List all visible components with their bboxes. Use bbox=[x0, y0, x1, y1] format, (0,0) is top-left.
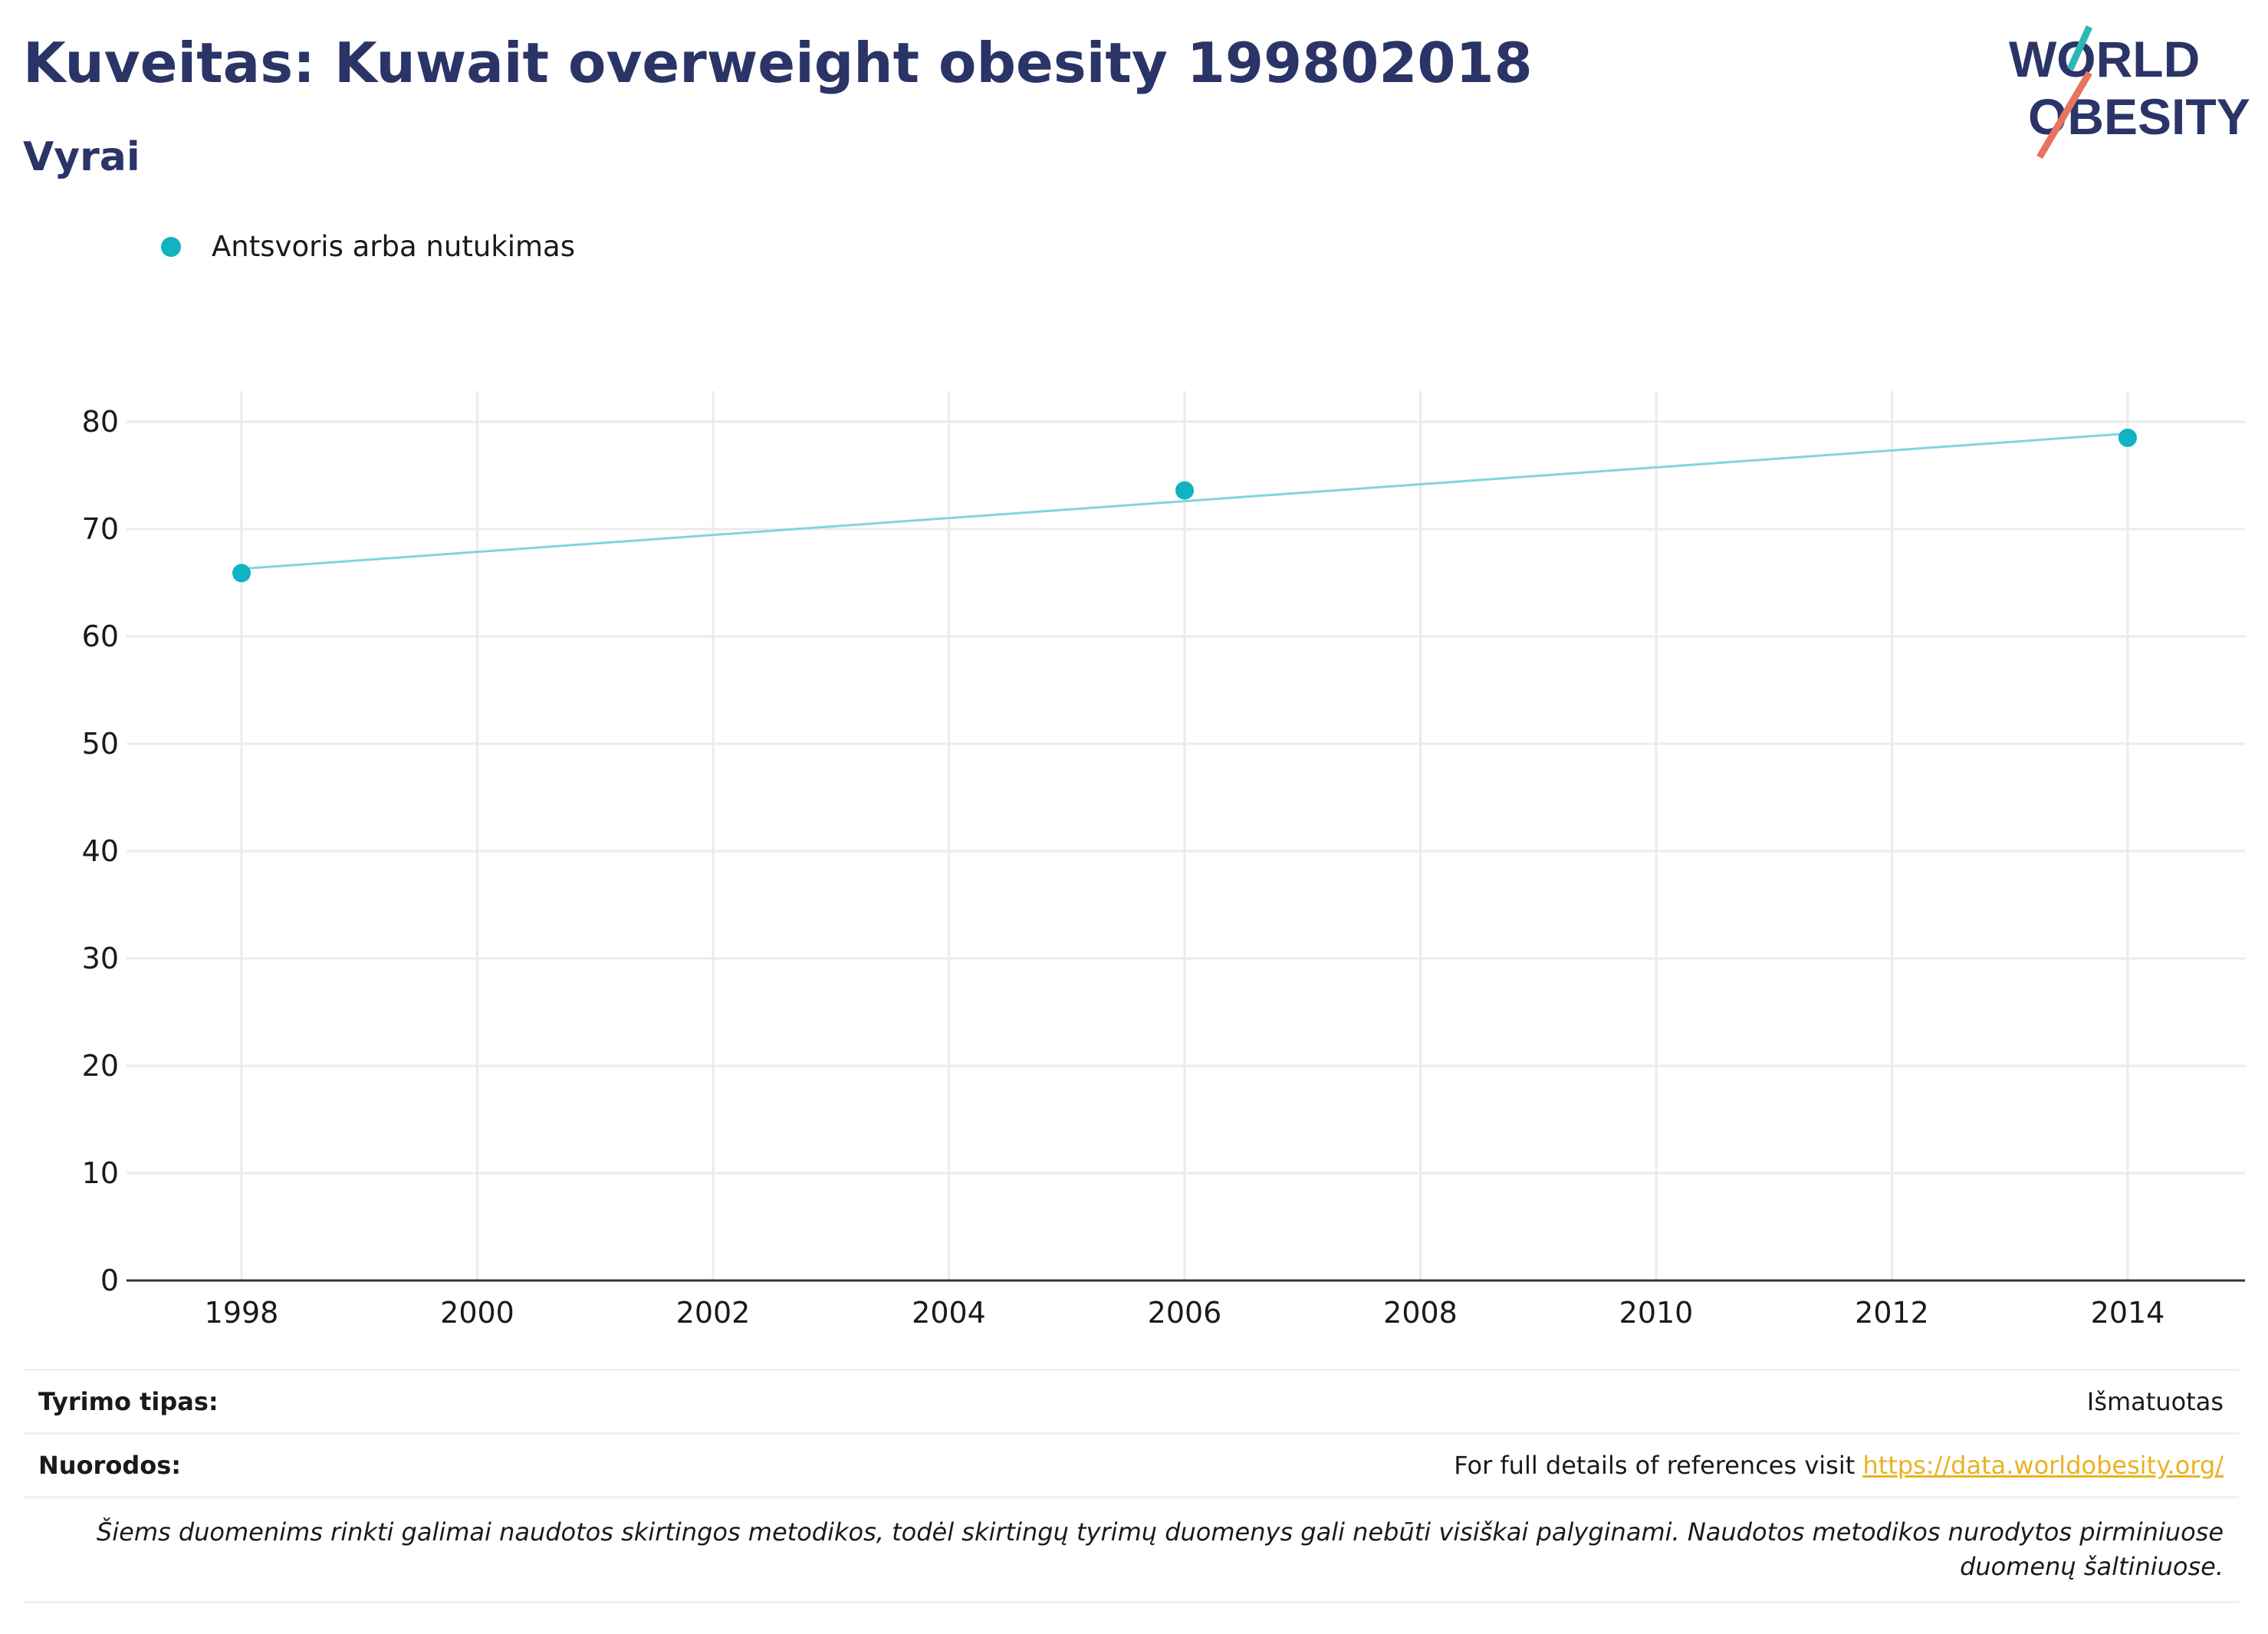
survey-type-value: Išmatuotas bbox=[2086, 1387, 2224, 1416]
y-tick-label: 60 bbox=[82, 620, 119, 653]
data-point bbox=[1175, 481, 1194, 500]
x-tick-label: 2006 bbox=[1148, 1296, 1222, 1330]
x-tick-label: 2002 bbox=[676, 1296, 751, 1330]
x-tick-label: 1998 bbox=[205, 1296, 279, 1330]
chart-title: Kuveitas: Kuwait overweight obesity 1998… bbox=[23, 31, 1533, 95]
data-point bbox=[2118, 429, 2137, 447]
x-tick-label: 2014 bbox=[2091, 1296, 2165, 1330]
y-tick-label: 80 bbox=[82, 405, 119, 439]
methodology-note: Šiems duomenims rinkti galimai naudotos … bbox=[23, 1496, 2239, 1603]
x-tick-label: 2012 bbox=[1855, 1296, 1929, 1330]
y-tick-label: 20 bbox=[82, 1049, 119, 1083]
references-row: Nuorodos: For full details of references… bbox=[23, 1432, 2239, 1496]
y-tick-label: 0 bbox=[100, 1264, 119, 1297]
survey-type-row: Tyrimo tipas: Išmatuotas bbox=[23, 1369, 2239, 1432]
world-obesity-logo: WORLD OBESITY bbox=[2009, 25, 2250, 159]
y-tick-label: 70 bbox=[82, 512, 119, 546]
y-tick-label: 50 bbox=[82, 727, 119, 761]
svg-text:WORLD: WORLD bbox=[2009, 31, 2200, 87]
chart-legend[interactable]: Antsvoris arba nutukimas bbox=[161, 230, 575, 263]
trend-line bbox=[241, 432, 2128, 570]
data-point bbox=[232, 564, 251, 583]
y-tick-label: 10 bbox=[82, 1156, 119, 1190]
x-tick-label: 2010 bbox=[1619, 1296, 1694, 1330]
y-tick-label: 30 bbox=[82, 942, 119, 975]
x-tick-label: 2008 bbox=[1383, 1296, 1458, 1330]
y-tick-label: 40 bbox=[82, 834, 119, 868]
chart-subtitle: Vyrai bbox=[23, 134, 140, 180]
line-chart: 0 10 20 30 40 50 60 70 80 1998 2000 2002 2004 2006 200… bbox=[82, 391, 2245, 1330]
x-tick-label: 2000 bbox=[440, 1296, 514, 1330]
legend-marker bbox=[161, 236, 181, 257]
chart-footer: Tyrimo tipas: Išmatuotas Nuorodos: For f… bbox=[23, 1369, 2239, 1603]
legend-label: Antsvoris arba nutukimas bbox=[212, 230, 575, 263]
survey-type-label: Tyrimo tipas: bbox=[38, 1387, 219, 1416]
references-value: For full details of references visit htt… bbox=[1454, 1451, 2224, 1480]
references-link[interactable]: https://data.worldobesity.org/ bbox=[1862, 1451, 2224, 1480]
references-label: Nuorodos: bbox=[38, 1451, 182, 1480]
x-tick-label: 2004 bbox=[912, 1296, 986, 1330]
references-text: For full details of references visit bbox=[1454, 1451, 1863, 1480]
